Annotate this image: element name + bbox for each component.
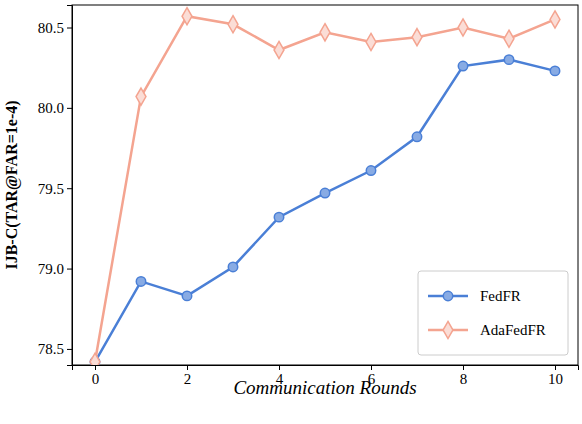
- tick: 79.0: [38, 261, 72, 277]
- marker: [366, 166, 375, 175]
- chart: 024681078.579.079.580.080.5FedFRAdaFedFR…: [0, 0, 582, 424]
- tick-label: 2: [184, 371, 192, 387]
- marker: [136, 277, 145, 286]
- x-axis-title: Communication Rounds: [233, 377, 416, 398]
- legend-marker: [443, 321, 453, 338]
- tick: 0: [92, 365, 100, 387]
- tick-mark: [279, 365, 280, 370]
- marker: [274, 41, 284, 58]
- marker: [136, 88, 146, 105]
- marker: [458, 61, 467, 70]
- legend-entry: AdaFedFR: [428, 321, 546, 338]
- tick-label: 80.5: [38, 20, 64, 36]
- tick-mark: [67, 269, 72, 270]
- tick-mark: [187, 365, 188, 370]
- tick-label: 78.5: [38, 341, 64, 357]
- tick-label: 80.0: [38, 100, 64, 116]
- tick: 8: [460, 365, 468, 387]
- tick-label: 79.0: [38, 261, 64, 277]
- plot-area: 024681078.579.079.580.080.5FedFRAdaFedFR: [38, 5, 579, 387]
- tick-mark: [371, 365, 372, 370]
- marker: [228, 262, 237, 271]
- marker: [550, 11, 560, 28]
- marker: [458, 19, 468, 36]
- marker: [228, 16, 238, 33]
- legend-marker: [443, 291, 452, 300]
- legend-label: FedFR: [480, 288, 521, 304]
- marker: [320, 24, 330, 41]
- tick-mark: [555, 365, 556, 370]
- marker: [504, 55, 513, 64]
- axis-line: [73, 366, 579, 371]
- marker: [366, 33, 376, 50]
- marker: [182, 291, 191, 300]
- tick: 80.0: [38, 100, 72, 116]
- marker: [274, 212, 283, 221]
- tick-mark: [67, 188, 72, 189]
- tick: 10: [548, 365, 563, 387]
- legend: FedFR AdaFedFR: [418, 271, 568, 355]
- y-axis-title: IJB-C(TAR@FAR=1e-4): [3, 100, 21, 269]
- tick: 80.5: [38, 20, 72, 36]
- tick-mark: [67, 349, 72, 350]
- tick-mark: [95, 365, 96, 370]
- marker: [90, 353, 100, 365]
- tick-mark: [463, 365, 464, 370]
- tick-label: 0: [92, 371, 100, 387]
- legend-entry: FedFR: [428, 288, 521, 304]
- marker: [504, 30, 514, 47]
- marker: [412, 132, 421, 141]
- marker: [182, 8, 192, 25]
- tick-label: 8: [460, 371, 468, 387]
- marker: [412, 29, 422, 46]
- legend-box: [418, 271, 568, 355]
- tick: 79.5: [38, 181, 72, 197]
- tick-label: 10: [548, 371, 563, 387]
- legend-label: AdaFedFR: [480, 322, 546, 338]
- marker: [320, 188, 329, 197]
- plot-frame: [72, 5, 578, 365]
- tick: 2: [184, 365, 192, 387]
- tick: 78.5: [38, 341, 72, 357]
- marker: [550, 66, 559, 75]
- y-axis: 78.5 79.0 79.5 80.0 80.5: [38, 6, 73, 366]
- tick-mark: [67, 108, 72, 109]
- tick-label: 79.5: [38, 181, 64, 197]
- tick-mark: [67, 28, 72, 29]
